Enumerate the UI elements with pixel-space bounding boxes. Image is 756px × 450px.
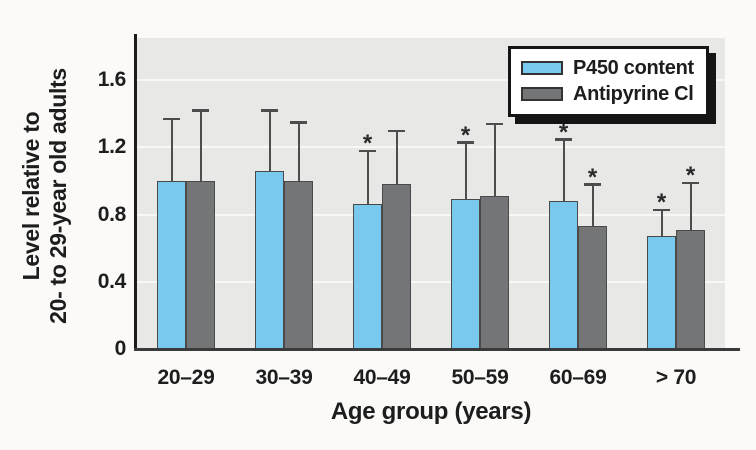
bar (578, 226, 607, 349)
x-tick-label: 30–39 (255, 366, 313, 389)
x-tick-label: 20–29 (157, 366, 215, 389)
error-bar-cap (359, 149, 376, 153)
error-bar-cap (192, 109, 209, 112)
y-tick-label: 0.8 (97, 202, 127, 226)
x-axis-title: Age group (years) (330, 398, 532, 425)
y-tick-label: 0 (114, 337, 127, 360)
significance-marker: * (460, 121, 471, 149)
error-bar-cap (388, 129, 405, 133)
x-tick-label: 50–59 (451, 366, 509, 389)
significance-marker: * (656, 189, 667, 217)
gridline (137, 213, 725, 216)
error-bar-cap (457, 141, 474, 144)
error-bar-line (562, 140, 565, 202)
legend-swatch-antipyrine (521, 87, 563, 101)
bar (676, 229, 705, 349)
significance-marker: * (587, 163, 598, 191)
bar (549, 201, 578, 349)
significance-marker: * (362, 130, 373, 158)
y-tick-label: 1.2 (97, 135, 127, 159)
bar (284, 180, 313, 349)
bar (157, 180, 186, 349)
error-bar-cap (163, 117, 180, 121)
significance-marker: * (685, 162, 696, 190)
gridline (137, 280, 725, 283)
error-bar-line (366, 152, 369, 205)
legend: P450 content Antipyrine Cl (508, 46, 709, 117)
error-bar-line (493, 125, 496, 197)
bar (480, 196, 509, 349)
error-bar-line (591, 185, 594, 227)
bar (647, 236, 676, 349)
error-bar-line (297, 123, 300, 181)
bar (255, 170, 284, 349)
significance-marker: * (558, 118, 569, 146)
error-bar-cap (584, 183, 601, 186)
legend-label: Antipyrine Cl (573, 82, 694, 105)
bar (451, 199, 480, 349)
y-axis-line (134, 34, 137, 351)
x-tick-label: 40–49 (353, 366, 411, 389)
legend-label: P450 content (573, 56, 694, 79)
bar (186, 180, 215, 349)
legend-item: Antipyrine Cl (511, 81, 706, 107)
bar (382, 184, 411, 349)
x-axis-line (134, 348, 740, 351)
error-bar-cap (486, 122, 503, 126)
bar (353, 204, 382, 349)
error-bar-line (660, 211, 663, 237)
error-bar-line (689, 184, 692, 230)
y-axis-title-line1: Level relative to (18, 111, 44, 281)
error-bar-cap (653, 208, 670, 212)
y-tick-label: 1.6 (97, 68, 127, 92)
y-tick-label: 0.4 (97, 269, 127, 293)
legend-item: P450 content (511, 55, 706, 81)
error-bar-cap (290, 121, 307, 124)
error-bar-cap (555, 138, 572, 141)
legend-swatch-p450 (521, 61, 563, 75)
error-bar-line (199, 111, 202, 181)
error-bar-line (395, 132, 398, 185)
error-bar-cap (682, 181, 699, 185)
x-tick-label: > 70 (655, 366, 697, 389)
gridline (137, 79, 725, 82)
error-bar-cap (261, 109, 278, 112)
x-tick-label: 60–69 (549, 366, 607, 389)
error-bar-line (170, 120, 173, 181)
error-bar-line (464, 143, 467, 200)
error-bar-line (268, 111, 271, 171)
gridline (137, 146, 725, 149)
